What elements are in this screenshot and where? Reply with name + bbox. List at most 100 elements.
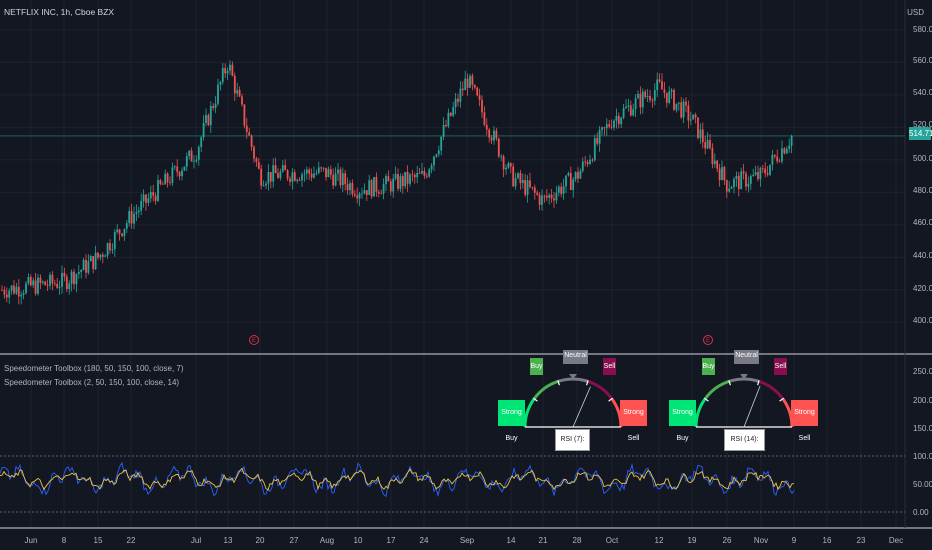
candle-body bbox=[75, 274, 78, 285]
candle-body bbox=[757, 172, 759, 180]
candle-body bbox=[411, 174, 414, 176]
candle-body bbox=[303, 173, 306, 175]
candle-body bbox=[152, 192, 155, 196]
date-tick: Jul bbox=[190, 536, 202, 545]
candle-body bbox=[565, 175, 567, 187]
candle-body bbox=[649, 96, 651, 100]
candle-body bbox=[418, 172, 421, 174]
candle-body bbox=[533, 187, 536, 193]
candle-body bbox=[569, 173, 572, 191]
candle-body bbox=[202, 122, 205, 138]
date-tick: 24 bbox=[419, 536, 429, 545]
candle-body bbox=[56, 283, 59, 288]
date-tick: 26 bbox=[722, 536, 732, 545]
candle-body bbox=[601, 127, 603, 130]
candle-body bbox=[752, 174, 755, 177]
candle-body bbox=[207, 115, 210, 126]
candle-body bbox=[332, 174, 335, 186]
candle-body bbox=[665, 92, 668, 103]
candle-body bbox=[262, 185, 265, 187]
candle-body bbox=[452, 107, 455, 116]
speedometer-1-strong-buy-label: Strong Buy bbox=[498, 400, 525, 442]
candle-body bbox=[248, 132, 251, 136]
candle-body bbox=[524, 179, 527, 195]
candle-body bbox=[320, 167, 323, 169]
candle-body bbox=[293, 172, 296, 181]
candle-body bbox=[344, 173, 347, 185]
candle-body bbox=[157, 180, 159, 201]
candle-body bbox=[291, 172, 294, 182]
last-price-tag: 514.71 bbox=[909, 127, 932, 140]
candle-body bbox=[255, 158, 258, 162]
candle-body bbox=[1, 289, 3, 291]
speedometer-1-neutral-label: Neutral bbox=[563, 350, 588, 364]
candle-body bbox=[449, 112, 452, 116]
candle-body bbox=[435, 154, 438, 157]
candle-body bbox=[773, 154, 776, 157]
candle-body bbox=[545, 195, 548, 198]
candle-body bbox=[260, 168, 263, 186]
candle-body bbox=[44, 281, 47, 286]
candle-body bbox=[447, 112, 450, 127]
candle-body bbox=[284, 165, 287, 171]
price-tick: 480.00 bbox=[913, 186, 932, 195]
candle-body bbox=[464, 78, 467, 91]
candle-body bbox=[289, 178, 291, 182]
indicator-legend-2[interactable]: Speedometer Toolbox (2, 50, 150, 100, cl… bbox=[4, 378, 180, 387]
indicator-legend-1[interactable]: Speedometer Toolbox (180, 50, 150, 100, … bbox=[4, 364, 184, 373]
price-tick: 500.00 bbox=[913, 154, 932, 163]
candle-body bbox=[728, 188, 731, 192]
symbol-title[interactable]: NETFLIX INC, 1h, Cboe BZX bbox=[4, 7, 115, 17]
candle-body bbox=[313, 173, 315, 178]
speedometer-2-pointer bbox=[740, 374, 748, 379]
candle-body bbox=[629, 105, 632, 116]
candle-body bbox=[106, 243, 109, 256]
earnings-marker[interactable]: E bbox=[703, 335, 713, 345]
candle-body bbox=[581, 161, 584, 171]
indicator-tick: 50.00 bbox=[913, 480, 932, 489]
speedometer-2-arc bbox=[728, 377, 760, 383]
candle-body bbox=[502, 156, 505, 170]
candle-body bbox=[190, 150, 193, 162]
speedometer-1-arc bbox=[557, 377, 589, 383]
price-tick: 580.00 bbox=[913, 25, 932, 34]
date-tick: 28 bbox=[572, 536, 582, 545]
indicator-tick: 100.00 bbox=[913, 452, 932, 461]
candle-body bbox=[769, 164, 771, 175]
candle-body bbox=[109, 243, 111, 251]
candle-body bbox=[584, 161, 587, 163]
candle-body bbox=[310, 173, 313, 178]
candle-body bbox=[37, 277, 39, 294]
candle-body bbox=[8, 290, 11, 298]
date-tick: 21 bbox=[538, 536, 548, 545]
candle-body bbox=[466, 78, 469, 88]
candle-body bbox=[346, 184, 349, 191]
candle-body bbox=[92, 256, 95, 269]
candle-body bbox=[718, 168, 721, 181]
candle-body bbox=[771, 154, 774, 165]
candle-body bbox=[15, 286, 18, 294]
speedometer-2-tick bbox=[779, 397, 784, 402]
candle-body bbox=[39, 277, 42, 283]
candle-body bbox=[761, 168, 764, 170]
candle-body bbox=[598, 129, 601, 144]
candle-body bbox=[421, 170, 423, 174]
earnings-marker[interactable]: E bbox=[249, 335, 259, 345]
candle-body bbox=[358, 193, 361, 199]
candle-body bbox=[425, 175, 428, 177]
candle-body bbox=[353, 194, 356, 196]
candle-body bbox=[430, 165, 433, 170]
candle-body bbox=[104, 255, 107, 257]
candle-body bbox=[85, 259, 87, 273]
candle-body bbox=[536, 192, 539, 195]
candle-body bbox=[613, 120, 615, 128]
candle-body bbox=[241, 96, 243, 105]
price-tick: 400.00 bbox=[913, 316, 932, 325]
candle-body bbox=[149, 192, 152, 199]
candle-body bbox=[185, 156, 188, 167]
candle-body bbox=[495, 130, 498, 139]
candle-body bbox=[471, 75, 474, 85]
candle-body bbox=[173, 166, 176, 168]
candle-body bbox=[733, 179, 735, 188]
